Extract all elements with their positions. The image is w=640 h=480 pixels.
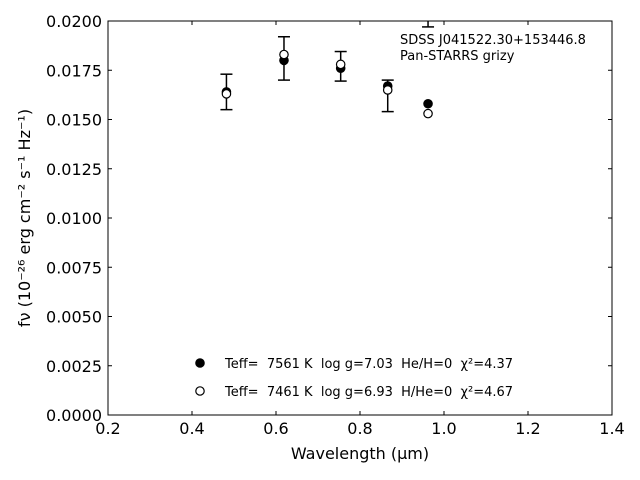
y-tick-label: 0.0125 xyxy=(46,160,102,179)
marker xyxy=(382,85,393,95)
legend-label: Teff= 7461 K log g=6.93 H/He=0 χ²=4.67 xyxy=(224,385,513,400)
legend-marker xyxy=(195,386,205,396)
y-tick-label: 0.0025 xyxy=(46,357,102,376)
annotation: Pan-STARRS grizy xyxy=(400,49,515,64)
marker xyxy=(221,89,232,99)
x-tick-label: 1.4 xyxy=(599,419,624,438)
marker xyxy=(279,49,289,60)
y-axis-label: fν (10⁻²⁶ erg cm⁻² s⁻¹ Hz⁻¹) xyxy=(15,109,34,327)
annotation: SDSS J041522.30+153446.8 xyxy=(400,33,586,48)
x-tick-label: 1.0 xyxy=(431,419,456,438)
y-tick-label: 0.0150 xyxy=(46,111,102,130)
plot-area xyxy=(220,21,435,119)
marker xyxy=(423,98,433,109)
y-tick-label: 0.0050 xyxy=(46,308,102,327)
legend-marker xyxy=(195,358,205,368)
x-tick-label: 0.4 xyxy=(179,419,204,438)
legend-label: Teff= 7561 K log g=7.03 He/H=0 χ²=4.37 xyxy=(224,357,513,372)
x-axis-label: Wavelength (μm) xyxy=(291,444,429,463)
x-tick-label: 0.2 xyxy=(95,419,120,438)
y-tick-label: 0.0200 xyxy=(46,12,102,31)
y-tick-label: 0.0000 xyxy=(46,406,102,425)
marker xyxy=(335,59,346,70)
y-tick-label: 0.0075 xyxy=(46,258,102,277)
x-tick-label: 1.2 xyxy=(515,419,540,438)
x-tick-label: 0.6 xyxy=(263,419,288,438)
x-tick-label: 0.8 xyxy=(347,419,372,438)
y-tick-label: 0.0175 xyxy=(46,61,102,80)
error-bar xyxy=(422,21,435,28)
y-tick-label: 0.0100 xyxy=(46,209,102,228)
marker xyxy=(423,108,433,119)
plot-frame xyxy=(107,20,613,416)
